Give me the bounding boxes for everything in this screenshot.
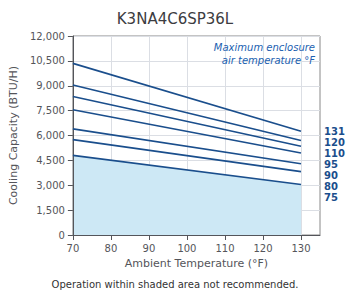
svg-text:12,000: 12,000 — [30, 31, 65, 42]
svg-text:70: 70 — [67, 243, 80, 254]
svg-text:100: 100 — [177, 243, 196, 254]
svg-text:110: 110 — [215, 243, 234, 254]
svg-text:0: 0 — [59, 230, 65, 241]
svg-text:Operation within shaded area n: Operation within shaded area not recomme… — [52, 279, 299, 290]
svg-text:120: 120 — [324, 137, 345, 148]
svg-text:9,000: 9,000 — [36, 80, 65, 91]
svg-text:90: 90 — [324, 170, 338, 181]
svg-text:K3NA4C6SP36L: K3NA4C6SP36L — [117, 10, 234, 28]
svg-text:Maximum enclosure: Maximum enclosure — [214, 42, 315, 53]
svg-text:110: 110 — [324, 148, 345, 159]
svg-text:131: 131 — [324, 126, 345, 137]
svg-text:air temperature °F: air temperature °F — [222, 55, 315, 66]
svg-text:7,500: 7,500 — [36, 105, 65, 116]
svg-text:Ambient Temperature (°F): Ambient Temperature (°F) — [125, 257, 268, 270]
svg-text:120: 120 — [253, 243, 272, 254]
svg-text:75: 75 — [324, 192, 338, 203]
svg-text:10,500: 10,500 — [30, 55, 65, 66]
svg-text:6,000: 6,000 — [36, 130, 65, 141]
svg-text:95: 95 — [324, 159, 338, 170]
svg-text:1,500: 1,500 — [36, 205, 65, 216]
svg-text:80: 80 — [105, 243, 118, 254]
svg-text:80: 80 — [324, 181, 338, 192]
svg-text:Cooling Capacity (BTU/H): Cooling Capacity (BTU/H) — [7, 66, 20, 205]
svg-text:3,000: 3,000 — [36, 180, 65, 191]
svg-text:130: 130 — [291, 243, 310, 254]
svg-text:4,500: 4,500 — [36, 155, 65, 166]
svg-text:90: 90 — [143, 243, 156, 254]
